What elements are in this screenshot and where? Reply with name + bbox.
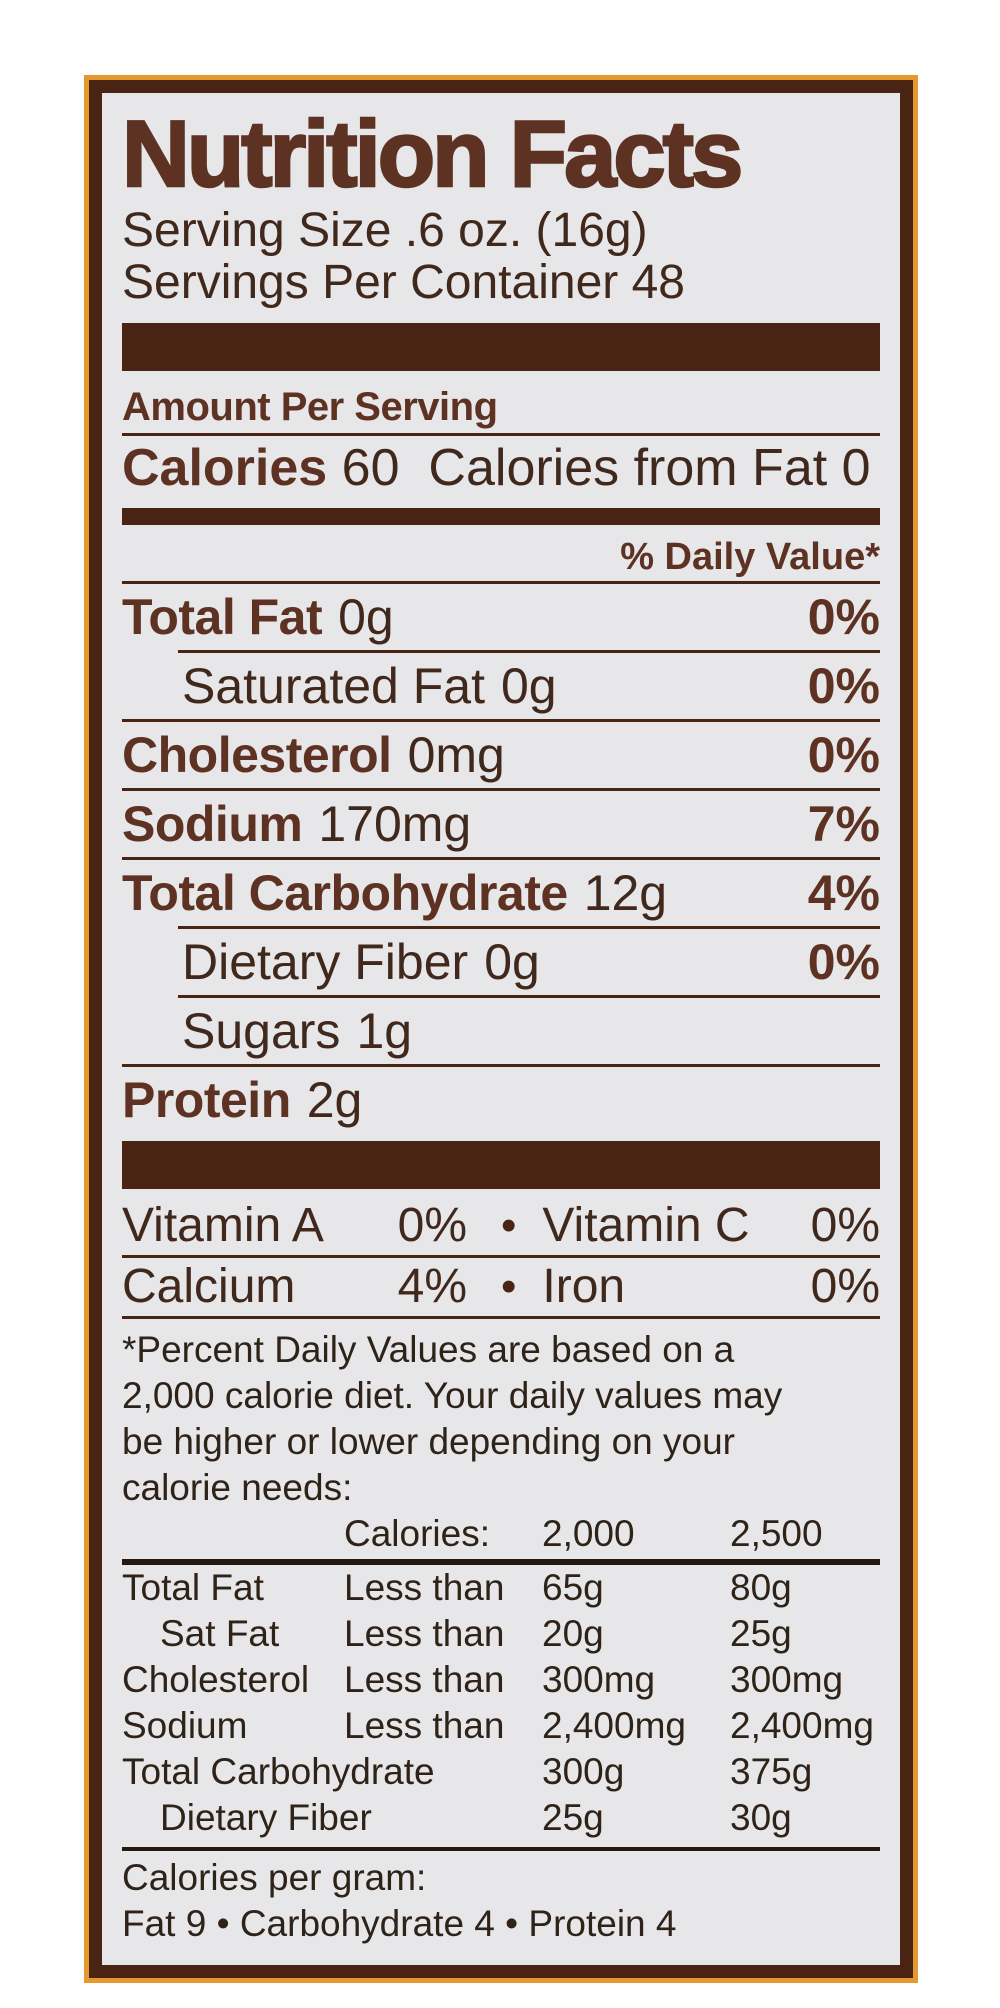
vitamin-a-label: Vitamin A <box>122 1199 324 1252</box>
footnote-line: be higher or lower depending on your <box>122 1421 735 1462</box>
dv-table-row-sat-fat: Sat Fat Less than 20g 25g <box>160 1613 792 1654</box>
divider <box>122 1064 880 1067</box>
nutrient-row-cholesterol: Cholesterol 0mg 0% <box>122 722 880 788</box>
divider <box>178 650 880 653</box>
nutrition-label: Nutrition Facts Serving Size .6 oz. (16g… <box>84 75 918 1983</box>
daily-value-header: % Daily Value* <box>620 536 880 578</box>
calcium-value: 4% <box>397 1260 467 1313</box>
vitamin-c-label: Vitamin C <box>542 1199 750 1252</box>
divider <box>122 433 880 436</box>
daily-value-footnote: *Percent Daily Values are based on a 2,0… <box>122 1327 880 1511</box>
daily-value: 0% <box>807 727 880 783</box>
daily-value: 7% <box>807 796 880 852</box>
servings-per-container: Servings Per Container 48 <box>122 256 685 309</box>
label-title: Nutrition Facts <box>121 101 745 206</box>
daily-value: 0% <box>807 658 880 714</box>
calories-value: 60 <box>341 439 400 497</box>
bullet-icon: • <box>501 1262 517 1311</box>
dv-table-row-dietary-fiber: Dietary Fiber 25g 30g <box>160 1797 792 1838</box>
footnote-line: 2,000 calorie diet. Your daily values ma… <box>122 1375 783 1416</box>
dv-table-header: Calories: 2,000 2,500 <box>122 1511 880 1557</box>
nutrient-row-protein: Protein 2g <box>122 1072 363 1128</box>
calories-column-label: Calories: <box>344 1513 490 1554</box>
nutrient-row-sugars: Sugars 1g <box>182 1003 413 1059</box>
daily-value: 4% <box>807 865 880 921</box>
vitamin-c-value: 0% <box>810 1199 880 1252</box>
calories-per-gram-title: Calories per gram: <box>122 1857 427 1898</box>
serving-size: Serving Size .6 oz. (16g) <box>122 204 648 257</box>
divider <box>122 719 880 722</box>
section-bar <box>122 1141 880 1189</box>
dv-table-row-total-fat: Total Fat Less than 65g 80g <box>122 1567 792 1608</box>
calories-from-fat: Calories from Fat 0 <box>428 439 871 497</box>
section-bar <box>122 323 880 371</box>
calories-label: Calories <box>122 439 328 497</box>
label-border: Nutrition Facts Serving Size .6 oz. (16g… <box>89 80 913 1978</box>
divider <box>178 926 880 929</box>
nutrient-row-total-fat: Total Fat 0g 0% <box>122 584 880 650</box>
daily-value: 0% <box>807 934 880 990</box>
calories-row: Calories 60 Calories from Fat 0 <box>122 436 880 500</box>
iron-value: 0% <box>810 1260 880 1313</box>
divider <box>122 1559 880 1565</box>
nutrient-row-sodium: Sodium 170mg 7% <box>122 791 880 857</box>
vitamin-a-value: 0% <box>397 1199 467 1252</box>
divider <box>122 788 880 791</box>
dv-table-row-total-carbohydrate: Total Carbohydrate 300g 375g <box>122 1751 813 1792</box>
bullet-icon: • <box>501 1201 517 1250</box>
calories-per-gram-detail: Fat 9 • Carbohydrate 4 • Protein 4 <box>122 1903 677 1944</box>
divider <box>122 1255 880 1258</box>
divider <box>178 995 880 998</box>
divider <box>122 857 880 860</box>
amount-per-serving-heading: Amount Per Serving <box>122 385 498 429</box>
dv-table-row-sodium: Sodium Less than 2,400mg 2,400mg <box>122 1705 874 1746</box>
label-content: Nutrition Facts Serving Size .6 oz. (16g… <box>102 93 900 1965</box>
calcium-label: Calcium <box>122 1260 296 1313</box>
iron-label: Iron <box>542 1260 626 1313</box>
vitamin-row-a-c: Vitamin A 0% • Vitamin C 0% <box>122 1197 880 1255</box>
dv-table-row-cholesterol: Cholesterol Less than 300mg 300mg <box>122 1659 844 1700</box>
footnote-line: calorie needs: <box>122 1467 353 1508</box>
calories-2000-header: 2,000 <box>542 1513 635 1554</box>
divider <box>122 1316 880 1319</box>
nutrient-row-total-carbohydrate: Total Carbohydrate 12g 4% <box>122 860 880 926</box>
vitamin-row-calcium-iron: Calcium 4% • Iron 0% <box>122 1258 880 1316</box>
footnote-line: *Percent Daily Values are based on a <box>122 1329 735 1370</box>
section-bar <box>122 508 880 525</box>
divider <box>122 1847 880 1851</box>
calories-2500-header: 2,500 <box>730 1513 823 1554</box>
daily-value: 0% <box>807 589 880 645</box>
divider <box>122 581 880 584</box>
nutrient-row-dietary-fiber: Dietary Fiber 0g 0% <box>122 929 880 995</box>
nutrient-row-saturated-fat: Saturated Fat 0g 0% <box>122 653 880 719</box>
